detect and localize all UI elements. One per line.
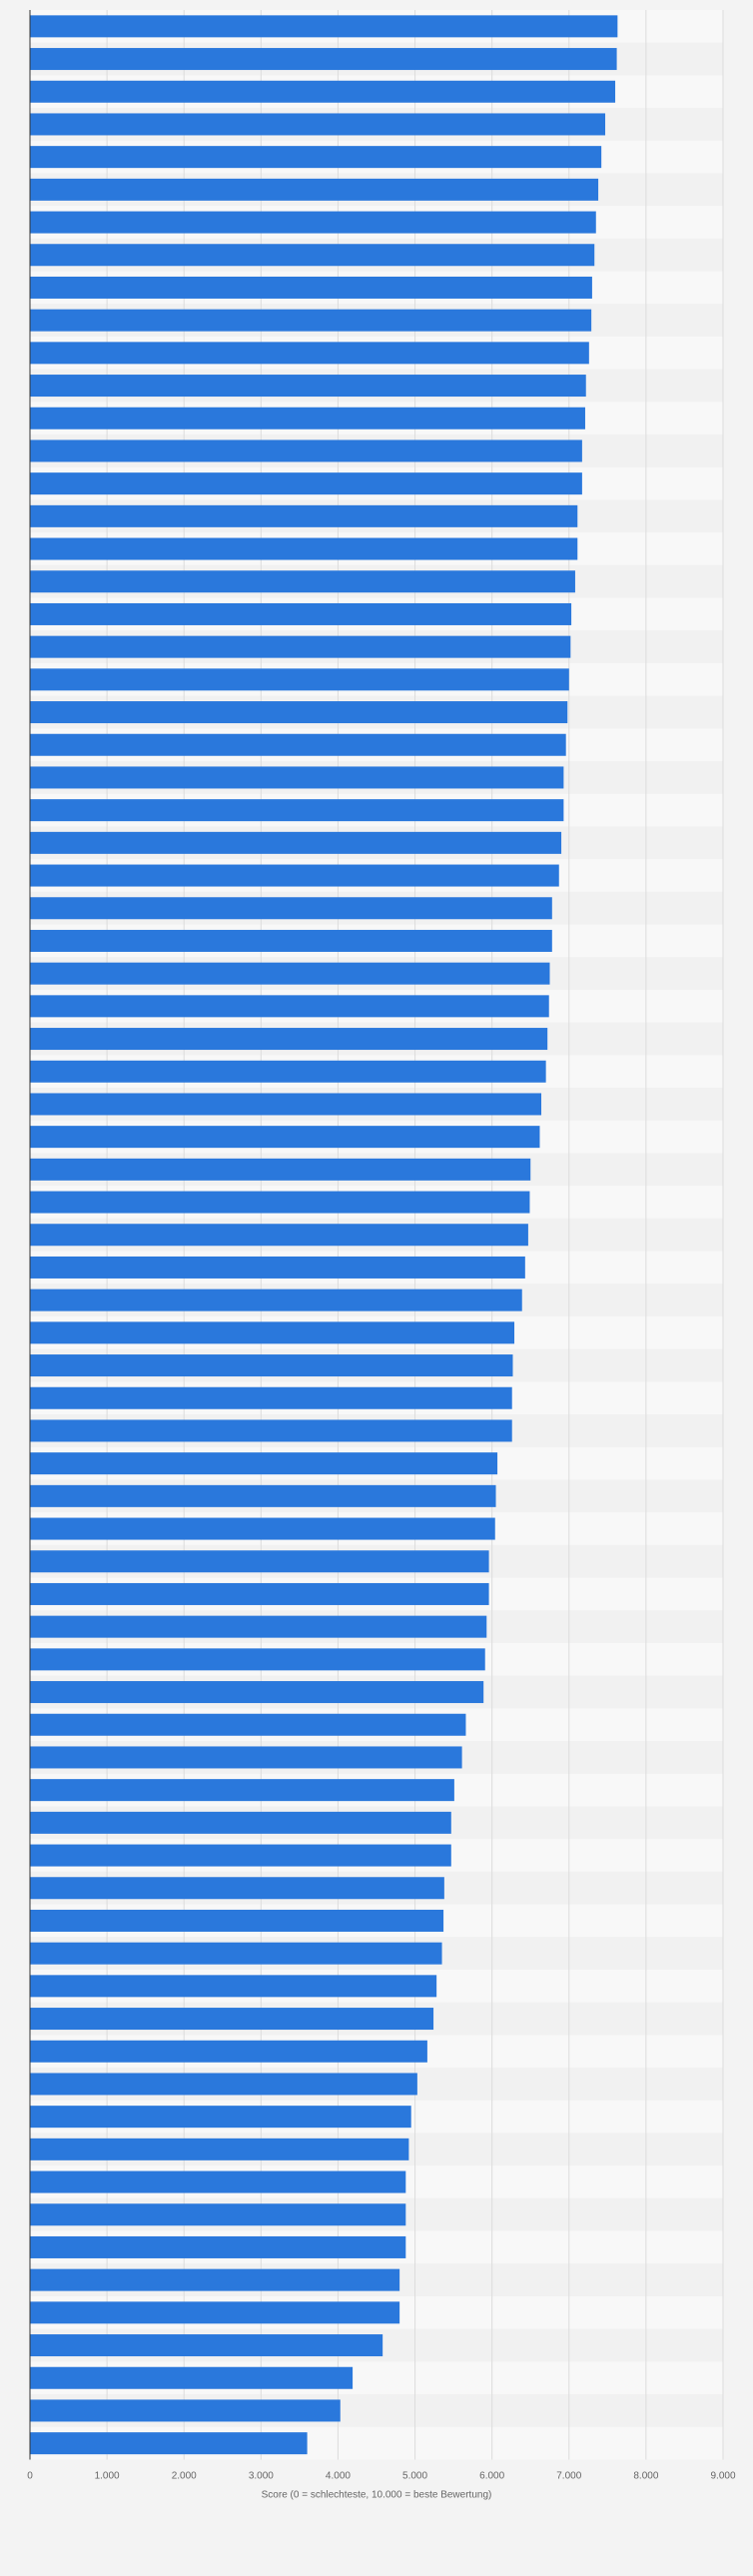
bar xyxy=(30,15,618,38)
bar xyxy=(30,1191,530,1214)
x-tick-label: 9.000 xyxy=(710,2471,735,2482)
bar xyxy=(30,635,571,658)
bar xyxy=(30,864,559,887)
bar xyxy=(30,766,564,789)
bar xyxy=(30,1256,525,1279)
bar xyxy=(30,2235,406,2258)
bar xyxy=(30,2268,400,2291)
bar xyxy=(30,1582,489,1605)
x-axis-ticks: 0 1.000 2.000 3.000 4.000 5.000 6.000 7.000 8.00… xyxy=(27,2471,736,2482)
bar xyxy=(30,995,549,1018)
bar xyxy=(30,1060,546,1083)
bar xyxy=(30,1713,466,1736)
bar xyxy=(30,1942,442,1965)
bar xyxy=(30,1746,462,1769)
bar xyxy=(30,146,602,169)
bar xyxy=(30,962,550,985)
bar xyxy=(30,2008,434,2031)
bar xyxy=(30,799,564,822)
bar xyxy=(30,1419,512,1442)
bar xyxy=(30,897,552,920)
bar xyxy=(30,1354,513,1377)
bar xyxy=(30,602,572,625)
bar xyxy=(30,1844,451,1867)
bar xyxy=(30,244,595,267)
x-tick-label: 5.000 xyxy=(402,2471,427,2482)
bar xyxy=(30,2334,383,2357)
x-tick-label: 0 xyxy=(27,2471,33,2482)
bar xyxy=(30,1224,528,1247)
bar xyxy=(30,2040,427,2063)
bar xyxy=(30,1615,487,1638)
bar xyxy=(30,2301,400,2324)
x-tick-label: 1.000 xyxy=(95,2471,120,2482)
bar xyxy=(30,2170,406,2193)
bar xyxy=(30,178,599,201)
bar xyxy=(30,1288,522,1311)
x-tick-label: 7.000 xyxy=(556,2471,581,2482)
bar xyxy=(30,2366,354,2389)
bar xyxy=(30,407,585,429)
x-tick-label: 3.000 xyxy=(249,2471,274,2482)
bar xyxy=(30,1484,496,1507)
bar xyxy=(30,1648,485,1671)
bar xyxy=(30,48,617,71)
bar xyxy=(30,929,552,952)
bar xyxy=(30,1811,451,1834)
bar xyxy=(30,276,592,299)
bar xyxy=(30,1386,512,1409)
bar xyxy=(30,1779,454,1802)
bar xyxy=(30,701,568,724)
bar xyxy=(30,375,586,398)
x-tick-label: 6.000 xyxy=(479,2471,504,2482)
bar xyxy=(30,1975,437,1998)
bar xyxy=(30,309,592,332)
bar xyxy=(30,2399,341,2422)
bar xyxy=(30,504,578,527)
bar xyxy=(30,1681,484,1704)
bar xyxy=(30,570,575,593)
bar xyxy=(30,668,569,691)
bar xyxy=(30,80,616,103)
bar xyxy=(30,1321,515,1344)
bar xyxy=(30,113,606,136)
bar xyxy=(30,1517,495,1540)
bar xyxy=(30,1028,548,1051)
bar xyxy=(30,211,596,234)
bar xyxy=(30,342,589,365)
bar xyxy=(30,1126,540,1149)
bar xyxy=(30,1550,489,1573)
x-axis-title: Score (0 = schlechteste, 10.000 = beste … xyxy=(262,2490,492,2501)
bar xyxy=(30,2073,417,2096)
bar xyxy=(30,1909,444,1932)
bar xyxy=(30,733,566,756)
bar xyxy=(30,537,578,560)
x-tick-label: 4.000 xyxy=(326,2471,351,2482)
bar xyxy=(30,2106,411,2129)
bar xyxy=(30,1877,444,1900)
x-tick-label: 2.000 xyxy=(172,2471,197,2482)
bar xyxy=(30,2432,308,2455)
x-tick-label: 8.000 xyxy=(633,2471,658,2482)
bar xyxy=(30,2203,406,2226)
bar xyxy=(30,831,562,854)
bar xyxy=(30,472,582,495)
bar xyxy=(30,1452,498,1475)
bar xyxy=(30,2138,409,2160)
bar xyxy=(30,1158,531,1181)
bar xyxy=(30,1093,542,1116)
bars xyxy=(30,15,618,2455)
bar xyxy=(30,439,582,462)
